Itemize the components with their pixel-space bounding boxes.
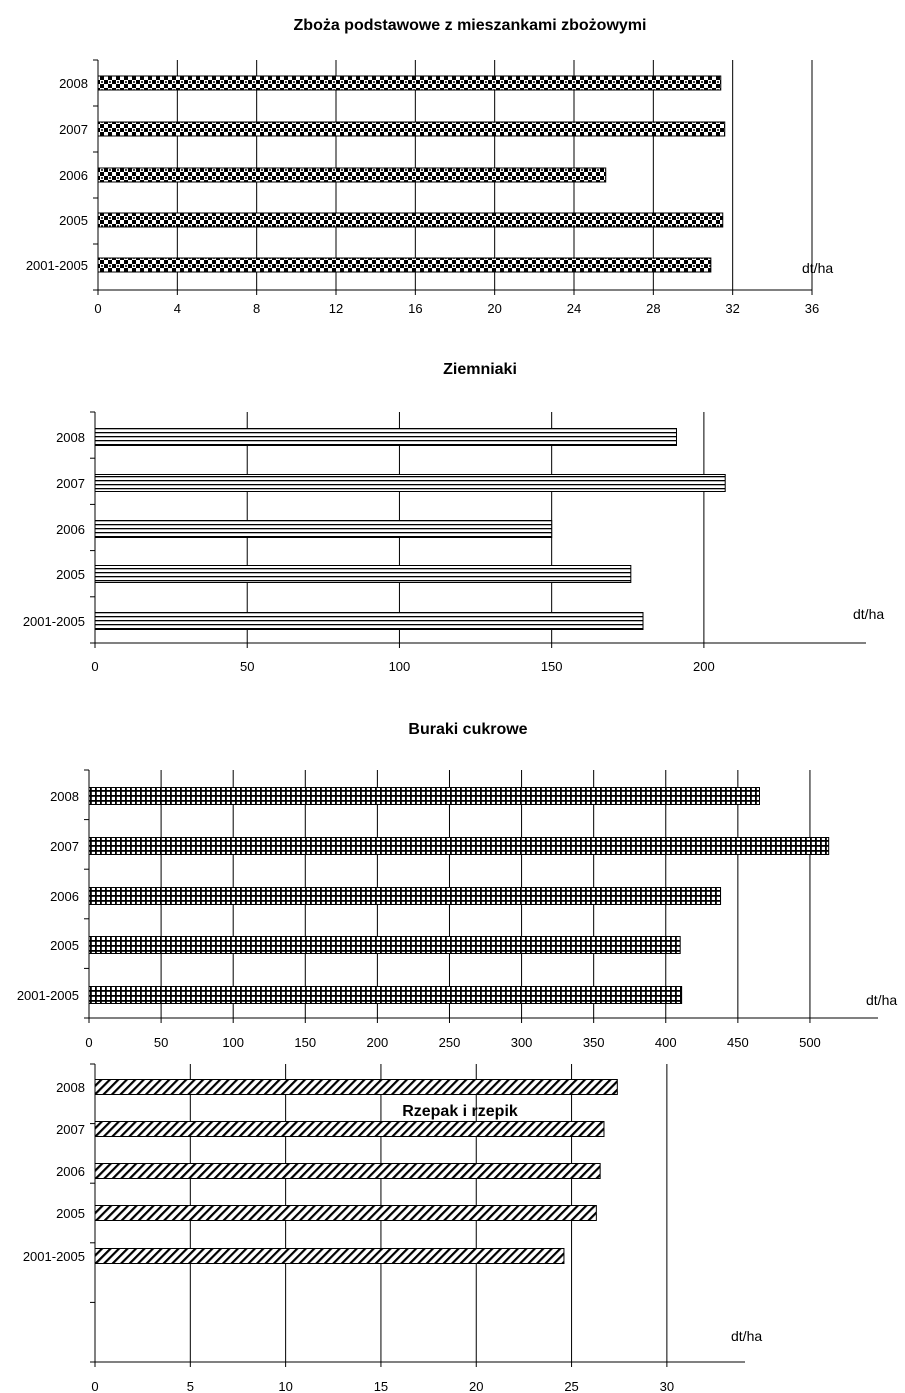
- bar: [94, 1248, 565, 1264]
- bar: [94, 520, 553, 538]
- category-label: 2005: [50, 938, 79, 953]
- x-tick-label: 15: [374, 1379, 388, 1393]
- chart-title: Zboża podstawowe z mieszankami zbożowymi: [294, 17, 647, 34]
- x-tick-label: 300: [511, 1035, 533, 1050]
- x-tick-label: 0: [91, 659, 98, 674]
- bar: [94, 1163, 601, 1179]
- bar: [88, 887, 722, 905]
- bar: [88, 837, 830, 855]
- bar: [88, 936, 681, 954]
- chart-cereals: Zboża podstawowe z mieszankami zbożowymi…: [26, 17, 834, 316]
- category-label: 2006: [59, 168, 88, 183]
- x-tick-label: 200: [693, 659, 715, 674]
- unit-label: dt/ha: [802, 260, 833, 276]
- x-tick-label: 200: [367, 1035, 389, 1050]
- bar: [94, 474, 726, 492]
- category-label: 2007: [50, 839, 79, 854]
- category-label: 2006: [56, 522, 85, 537]
- x-tick-label: 500: [799, 1035, 821, 1050]
- category-label: 2008: [50, 789, 79, 804]
- bar: [94, 612, 644, 630]
- x-tick-label: 0: [85, 1035, 92, 1050]
- bar: [94, 565, 632, 583]
- bar: [94, 428, 677, 446]
- x-tick-label: 5: [187, 1379, 194, 1393]
- category-label: 2001-2005: [26, 258, 88, 273]
- x-tick-label: 0: [94, 301, 101, 316]
- category-label: 2005: [56, 567, 85, 582]
- x-tick-label: 0: [91, 1379, 98, 1393]
- category-label: 2007: [59, 122, 88, 137]
- x-tick-label: 400: [655, 1035, 677, 1050]
- chart-title: Rzepak i rzepik: [402, 1103, 518, 1120]
- x-tick-label: 350: [583, 1035, 605, 1050]
- bar: [88, 787, 760, 805]
- x-tick-label: 8: [253, 301, 260, 316]
- category-label: 2008: [59, 76, 88, 91]
- chart-sugar-beets: Buraki cukrowe dt/ha 0 50 100 150 200 250 300 3…: [17, 721, 898, 1050]
- category-label: 2007: [56, 476, 85, 491]
- bar: [97, 257, 712, 273]
- category-label: 2005: [59, 213, 88, 228]
- bar: [88, 986, 683, 1004]
- bar: [94, 1121, 605, 1137]
- x-tick-label: 32: [725, 301, 739, 316]
- category-label: 2001-2005: [23, 1249, 85, 1264]
- x-tick-label: 25: [564, 1379, 578, 1393]
- x-tick-label: 10: [278, 1379, 292, 1393]
- category-label: 2008: [56, 1080, 85, 1095]
- x-tick-label: 150: [294, 1035, 316, 1050]
- x-tick-label: 20: [487, 301, 501, 316]
- x-tick-label: 28: [646, 301, 660, 316]
- x-tick-label: 30: [660, 1379, 674, 1393]
- x-tick-label: 100: [389, 659, 411, 674]
- x-tick-label: 20: [469, 1379, 483, 1393]
- chart-title: Buraki cukrowe: [408, 721, 527, 738]
- category-label: 2006: [50, 889, 79, 904]
- unit-label: dt/ha: [853, 606, 884, 622]
- unit-label: dt/ha: [866, 992, 897, 1008]
- x-tick-label: 100: [222, 1035, 244, 1050]
- bar: [94, 1205, 597, 1221]
- x-tick-label: 450: [727, 1035, 749, 1050]
- category-label: 2008: [56, 430, 85, 445]
- x-tick-label: 50: [154, 1035, 168, 1050]
- x-tick-label: 24: [567, 301, 581, 316]
- bar: [97, 75, 722, 91]
- category-label: 2001-2005: [23, 614, 85, 629]
- x-tick-label: 4: [174, 301, 181, 316]
- bar: [97, 121, 726, 137]
- x-tick-label: 12: [329, 301, 343, 316]
- x-tick-label: 16: [408, 301, 422, 316]
- unit-label: dt/ha: [731, 1328, 762, 1344]
- bar: [97, 167, 607, 183]
- category-label: 2006: [56, 1164, 85, 1179]
- x-tick-label: 36: [805, 301, 819, 316]
- category-label: 2007: [56, 1122, 85, 1137]
- chart-rapeseed: Rzepak i rzepik dt/ha 0 5 10 15 20 25 30 2008 20…: [23, 1063, 762, 1393]
- x-tick-label: 150: [541, 659, 563, 674]
- x-tick-label: 50: [240, 659, 254, 674]
- chart-title: Ziemniaki: [443, 361, 517, 378]
- chart-potatoes: Ziemniaki dt/ha 0 50 100 150 200 2008 2007 2006…: [23, 361, 885, 674]
- x-tick-label: 250: [439, 1035, 461, 1050]
- category-label: 2001-2005: [17, 988, 79, 1003]
- bar: [94, 1079, 618, 1095]
- category-label: 2005: [56, 1206, 85, 1221]
- bar: [97, 212, 724, 228]
